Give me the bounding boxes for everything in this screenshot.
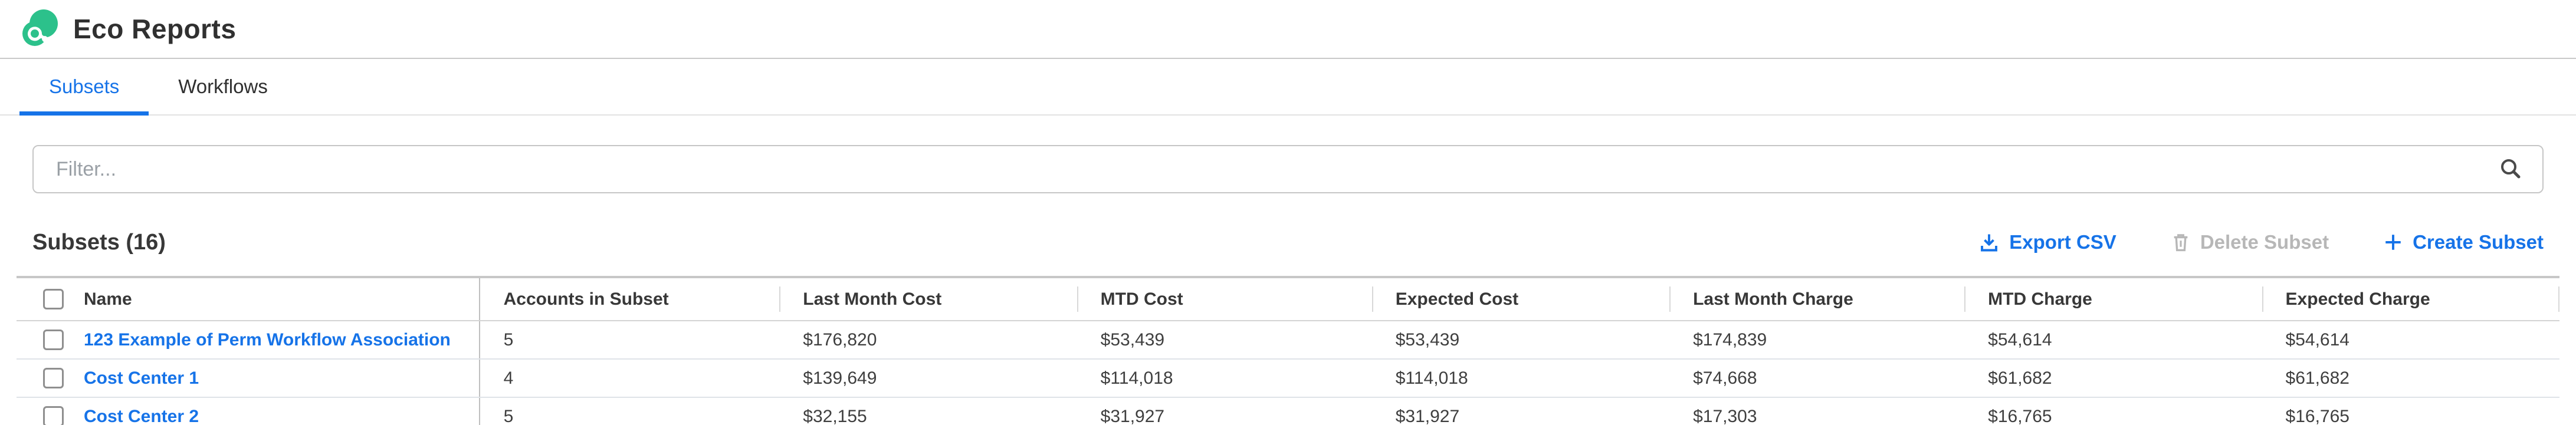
cell-mtd-charge: $61,682 <box>1964 359 2262 398</box>
cell-last-month-cost: $32,155 <box>779 397 1077 425</box>
tab-bar: Subsets Workflows <box>0 59 2576 116</box>
tab-workflows[interactable]: Workflows <box>149 59 297 114</box>
app-header: Eco Reports <box>0 0 2576 59</box>
page-title: Eco Reports <box>73 14 237 44</box>
table-row: 123 Example of Perm Workflow Association… <box>17 321 2559 360</box>
cell-mtd-charge: $54,614 <box>1964 321 2262 360</box>
column-header-mtd-charge: MTD Charge <box>1964 277 2262 321</box>
search-icon[interactable] <box>2498 156 2524 182</box>
column-header-name: Name <box>84 289 132 309</box>
cell-mtd-cost: $53,439 <box>1077 321 1372 360</box>
tab-subsets[interactable]: Subsets <box>19 59 149 116</box>
row-checkbox[interactable] <box>43 330 64 350</box>
table-header-row: Name Accounts in Subset Last Month Cost … <box>17 277 2559 321</box>
plus-icon <box>2385 235 2401 250</box>
filter-container <box>32 145 2544 193</box>
download-icon <box>1981 234 1998 252</box>
cell-mtd-charge: $16,765 <box>1964 397 2262 425</box>
cell-last-month-cost: $176,820 <box>779 321 1077 360</box>
filter-input[interactable] <box>32 145 2544 193</box>
subset-name-link[interactable]: 123 Example of Perm Workflow Association <box>84 330 451 350</box>
cell-last-month-charge: $174,839 <box>1669 321 1965 360</box>
eco-logo-icon <box>22 9 58 48</box>
subset-name-link[interactable]: Cost Center 2 <box>84 406 199 425</box>
cell-expected-charge: $61,682 <box>2262 359 2559 398</box>
cell-expected-cost: $53,439 <box>1371 321 1670 360</box>
trash-icon <box>2174 234 2188 252</box>
subsets-table: Name Accounts in Subset Last Month Cost … <box>17 276 2559 425</box>
cell-expected-cost: $114,018 <box>1371 359 1670 398</box>
delete-subset-button[interactable]: Delete Subset <box>2171 231 2329 253</box>
select-all-checkbox[interactable] <box>43 289 64 309</box>
column-header-last-month-charge: Last Month Charge <box>1669 277 1965 321</box>
cell-expected-cost: $31,927 <box>1371 397 1670 425</box>
cell-last-month-charge: $17,303 <box>1669 397 1965 425</box>
table-row: Cost Center 2 5 $32,155 $31,927 $31,927 … <box>17 397 2559 425</box>
delete-subset-label: Delete Subset <box>2200 231 2329 253</box>
cell-mtd-cost: $31,927 <box>1077 397 1372 425</box>
subset-name-link[interactable]: Cost Center 1 <box>84 368 199 388</box>
cell-last-month-cost: $139,649 <box>779 359 1077 398</box>
list-toolbar: Subsets (16) Export CSV Delete Subset Cr <box>32 224 2544 261</box>
column-header-expected-cost: Expected Cost <box>1371 277 1670 321</box>
column-header-expected-charge: Expected Charge <box>2262 277 2559 321</box>
subsets-table-container: Name Accounts in Subset Last Month Cost … <box>17 276 2559 425</box>
cell-accounts: 5 <box>479 397 780 425</box>
column-header-mtd-cost: MTD Cost <box>1077 277 1372 321</box>
cell-expected-charge: $16,765 <box>2262 397 2559 425</box>
column-header-last-month-cost: Last Month Cost <box>779 277 1077 321</box>
cell-mtd-cost: $114,018 <box>1077 359 1372 398</box>
create-subset-button[interactable]: Create Subset <box>2383 231 2544 253</box>
table-row: Cost Center 1 4 $139,649 $114,018 $114,0… <box>17 359 2559 398</box>
cell-expected-charge: $54,614 <box>2262 321 2559 360</box>
cell-accounts: 4 <box>479 359 780 398</box>
toolbar-actions: Export CSV Delete Subset Create Subset <box>1978 231 2544 253</box>
export-csv-button[interactable]: Export CSV <box>1978 231 2116 253</box>
tab-subsets-label: Subsets <box>49 75 120 97</box>
subsets-count-heading: Subsets (16) <box>32 229 166 255</box>
cell-last-month-charge: $74,668 <box>1669 359 1965 398</box>
export-csv-label: Export CSV <box>2009 231 2116 253</box>
row-checkbox[interactable] <box>43 406 64 425</box>
tab-workflows-label: Workflows <box>178 75 268 97</box>
column-header-accounts: Accounts in Subset <box>479 277 780 321</box>
row-checkbox[interactable] <box>43 368 64 388</box>
create-subset-label: Create Subset <box>2413 231 2544 253</box>
cell-accounts: 5 <box>479 321 780 360</box>
